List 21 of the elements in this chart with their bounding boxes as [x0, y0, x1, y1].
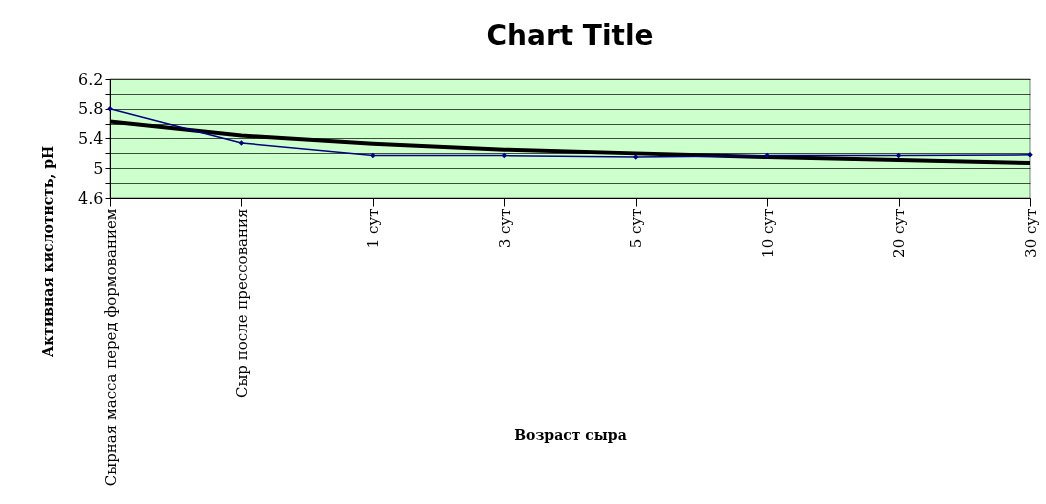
x-tick-label: 30 сут: [1021, 208, 1040, 258]
y-tick-label: 6.2: [78, 69, 104, 89]
x-tick-label: 5 сут: [627, 208, 646, 249]
point: [370, 152, 376, 159]
x-tick-label: 20 сут: [890, 208, 909, 258]
point: [501, 152, 508, 159]
point: [632, 154, 639, 160]
x-tick-label: 3 сут: [495, 208, 514, 249]
x-axis-title: Возраст сыра: [514, 426, 627, 443]
y-tick-label: 5.4: [78, 129, 104, 148]
y-axis-title: Активная кислотнсть, pH: [40, 145, 57, 358]
y-tick-label: 5: [93, 158, 104, 178]
x-tick-label: 10 сут: [758, 208, 777, 258]
x-tick-label: Сырная масса перед формованием: [101, 208, 120, 487]
chart-title: Chart Title: [486, 19, 654, 52]
point: [238, 140, 245, 146]
y-tick-label: 4.6: [78, 188, 104, 208]
x-tick-label: 1 сут: [364, 208, 383, 249]
y-tick-label: 5.8: [78, 99, 104, 119]
x-tick-label: Сыр после прессования: [232, 208, 251, 399]
point: [764, 152, 770, 159]
